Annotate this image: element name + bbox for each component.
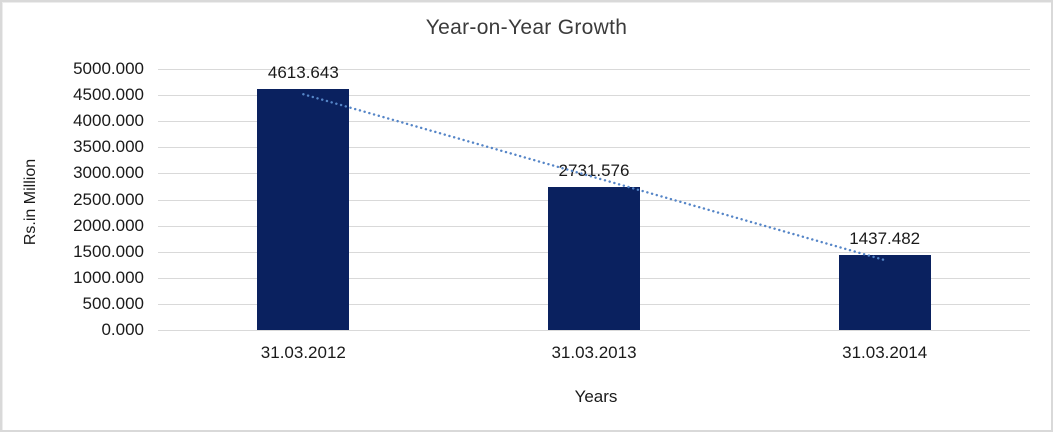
data-label: 1437.482: [849, 228, 921, 248]
chart-title: Year-on-Year Growth: [425, 16, 628, 39]
y-tick-label: 3000.000: [73, 163, 144, 183]
data-label: 4613.643: [267, 63, 339, 83]
y-tick-label: 1500.000: [73, 241, 144, 261]
x-tick-label: 31.03.2014: [842, 343, 928, 362]
x-axis-title: Years: [574, 387, 618, 406]
data-label: 2731.576: [558, 161, 630, 181]
bar-31.03.2014[interactable]: [838, 254, 931, 330]
x-tick-label: 31.03.2012: [260, 343, 346, 362]
y-tick-label: 1000.000: [73, 267, 144, 287]
y-tick-label: 2000.000: [73, 215, 144, 235]
y-tick-label: 4500.000: [73, 85, 144, 105]
gridline: [158, 69, 1030, 70]
bar-31.03.2012[interactable]: [257, 89, 350, 330]
gridline: [158, 330, 1030, 331]
y-tick-label: 5000.000: [73, 59, 144, 78]
y-tick-label: 2500.000: [73, 189, 144, 209]
y-tick-label: 3500.000: [73, 137, 144, 157]
y-tick-label: 0.000: [101, 320, 144, 339]
y-tick-label: 4000.000: [73, 111, 144, 131]
x-tick-label: 31.03.2013: [551, 343, 637, 362]
bar-31.03.2013[interactable]: [548, 187, 640, 330]
y-tick-label: 500.000: [82, 293, 144, 313]
